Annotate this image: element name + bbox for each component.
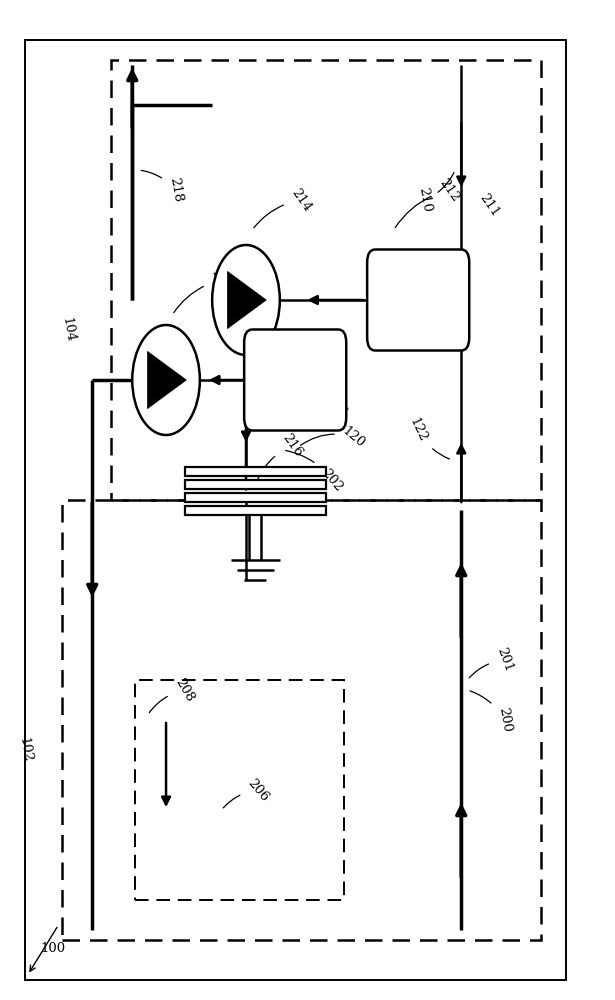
FancyBboxPatch shape — [367, 249, 469, 351]
Bar — [184, 480, 326, 489]
Text: 218: 218 — [141, 170, 184, 204]
Bar — [111, 60, 541, 500]
Text: 201: 201 — [469, 646, 515, 678]
Text: 211: 211 — [477, 191, 501, 219]
Circle shape — [212, 245, 280, 355]
Bar — [62, 500, 541, 940]
Bar — [184, 493, 326, 502]
Text: 206: 206 — [223, 776, 271, 808]
Polygon shape — [148, 351, 186, 409]
Text: 122: 122 — [407, 416, 450, 459]
Text: 106: 106 — [282, 394, 349, 425]
Circle shape — [132, 325, 200, 435]
Text: 100: 100 — [40, 942, 65, 955]
Polygon shape — [228, 271, 266, 329]
Text: 210: 210 — [416, 173, 454, 214]
Text: 200: 200 — [470, 691, 513, 734]
Bar — [184, 467, 326, 476]
Text: 214: 214 — [254, 186, 314, 228]
Bar — [135, 680, 344, 900]
Text: 102: 102 — [16, 736, 33, 764]
Text: 216: 216 — [256, 431, 304, 482]
FancyBboxPatch shape — [244, 330, 346, 430]
Text: 120: 120 — [301, 424, 367, 450]
Bar — [25, 40, 566, 980]
Text: 204: 204 — [174, 266, 234, 313]
Text: 208: 208 — [149, 676, 196, 713]
Text: 202: 202 — [285, 451, 345, 494]
Text: 104: 104 — [59, 316, 76, 344]
Text: 212: 212 — [395, 176, 461, 228]
Bar — [184, 506, 326, 515]
